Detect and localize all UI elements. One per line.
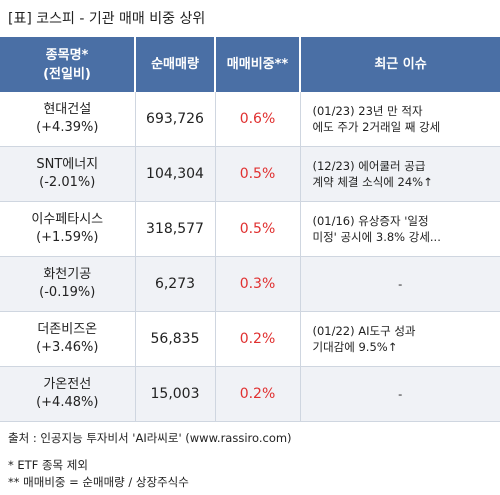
issue-line-1: (12/23) 에어쿨러 공급 xyxy=(312,159,426,173)
stock-name: 더존비즈온 xyxy=(37,322,98,337)
trade-ratio: 0.5% xyxy=(215,201,301,257)
stock-change: (-0.19%) xyxy=(39,285,96,300)
stock-name-cell: 더존비즈온 (+3.46%) xyxy=(0,311,136,367)
stock-change: (+1.59%) xyxy=(36,230,99,245)
recent-issue: - xyxy=(300,366,500,422)
trade-ratio: 0.2% xyxy=(215,366,301,422)
table-row: 현대건설 (+4.39%) 693,726 0.6% (01/23) 23년 만… xyxy=(0,92,500,147)
stock-name: 이수페타시스 xyxy=(31,212,104,227)
stock-change: (+4.48%) xyxy=(36,395,99,410)
net-volume: 693,726 xyxy=(135,92,216,147)
table-row: 이수페타시스 (+1.59%) 318,577 0.5% (01/16) 유상증… xyxy=(0,201,500,257)
header-name: 종목명* (전일비) xyxy=(0,37,136,92)
table-header-row: 종목명* (전일비) 순매매량 매매비중** 최근 이슈 xyxy=(0,37,500,92)
stock-name: 가온전선 xyxy=(43,377,92,392)
issue-line-1: (01/16) 유상증자 '일정 xyxy=(312,214,429,228)
trade-ratio: 0.3% xyxy=(215,256,301,312)
header-name-line2: (전일비) xyxy=(43,66,91,82)
source-note: 출처 : 인공지능 투자비서 'AI라씨로' (www.rassiro.com) xyxy=(8,431,292,445)
issue-line-2: 에도 주가 2거래일 째 강세 xyxy=(312,120,441,134)
trade-ratio: 0.5% xyxy=(215,146,301,202)
table-row: 더존비즈온 (+3.46%) 56,835 0.2% (01/22) AI도구 … xyxy=(0,311,500,367)
stock-change: (+3.46%) xyxy=(36,340,99,355)
stock-name: 현대건설 xyxy=(43,102,92,117)
issue-line-2: 미정' 공시에 3.8% 강세... xyxy=(312,230,441,244)
footnote-etf: * ETF 종목 제외 xyxy=(8,458,88,472)
net-volume: 15,003 xyxy=(135,366,216,422)
stock-change: (+4.39%) xyxy=(36,120,99,135)
stock-name-cell: SNT에너지 (-2.01%) xyxy=(0,146,136,202)
net-volume: 56,835 xyxy=(135,311,216,367)
table-row: 가온전선 (+4.48%) 15,003 0.2% - xyxy=(0,366,500,422)
header-name-line1: 종목명* xyxy=(45,47,89,63)
table-row: 화천기공 (-0.19%) 6,273 0.3% - xyxy=(0,256,500,312)
issue-line-2: 기대감에 9.5%↑ xyxy=(312,340,398,354)
stock-name-cell: 이수페타시스 (+1.59%) xyxy=(0,201,136,257)
trade-ratio: 0.6% xyxy=(215,92,301,147)
net-volume: 318,577 xyxy=(135,201,216,257)
stock-name-cell: 화천기공 (-0.19%) xyxy=(0,256,136,312)
trade-ratio: 0.2% xyxy=(215,311,301,367)
net-volume: 104,304 xyxy=(135,146,216,202)
header-ratio: 매매비중** xyxy=(215,37,301,92)
footnote-ratio: ** 매매비중 = 순매매량 / 상장주식수 xyxy=(8,475,189,489)
net-volume: 6,273 xyxy=(135,256,216,312)
issue-line-1: (01/22) AI도구 성과 xyxy=(312,324,416,338)
stock-name-cell: 현대건설 (+4.39%) xyxy=(0,92,136,147)
page-title: [표] 코스피 - 기관 매매 비중 상위 xyxy=(8,11,206,27)
issue-line-2: 계약 체결 소식에 24%↑ xyxy=(312,175,433,189)
recent-issue: (12/23) 에어쿨러 공급 계약 체결 소식에 24%↑ xyxy=(300,146,500,202)
stock-name-cell: 가온전선 (+4.48%) xyxy=(0,366,136,422)
stock-name: SNT에너지 xyxy=(36,157,99,172)
stock-change: (-2.01%) xyxy=(39,175,96,190)
header-volume: 순매매량 xyxy=(135,37,216,92)
table-row: SNT에너지 (-2.01%) 104,304 0.5% (12/23) 에어쿨… xyxy=(0,146,500,202)
recent-issue: (01/22) AI도구 성과 기대감에 9.5%↑ xyxy=(300,311,500,367)
data-table: 종목명* (전일비) 순매매량 매매비중** 최근 이슈 현대건설 (+4.39… xyxy=(0,37,500,422)
recent-issue: (01/16) 유상증자 '일정 미정' 공시에 3.8% 강세... xyxy=(300,201,500,257)
issue-line-1: (01/23) 23년 만 적자 xyxy=(312,104,423,118)
stock-name: 화천기공 xyxy=(43,267,92,282)
recent-issue: - xyxy=(300,256,500,312)
recent-issue: (01/23) 23년 만 적자 에도 주가 2거래일 째 강세 xyxy=(300,92,500,147)
header-issue: 최근 이슈 xyxy=(300,37,500,92)
